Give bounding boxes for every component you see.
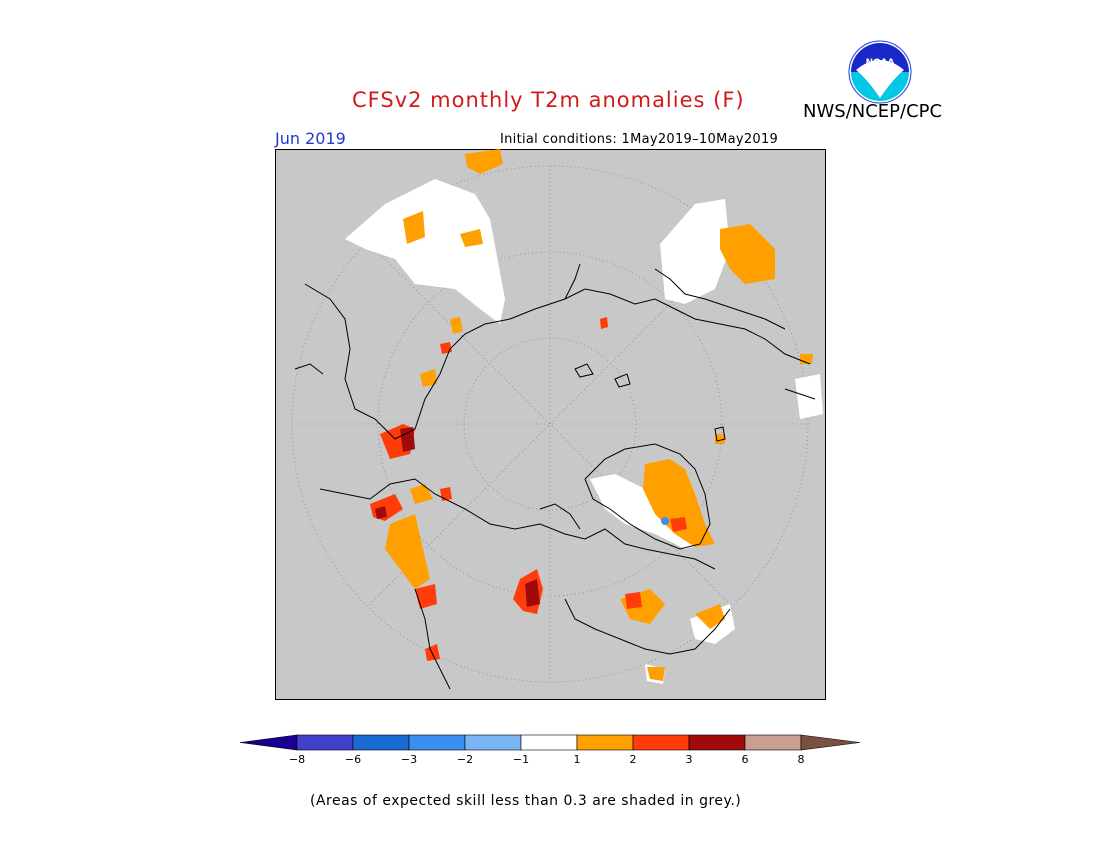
- colorbar-tick-label: 8: [798, 753, 805, 766]
- coastlines: [294, 263, 816, 690]
- colorbar-box: [352, 734, 410, 751]
- noaa-logo-icon: NOAA: [848, 40, 912, 104]
- colorbar-box: [576, 734, 634, 751]
- colorbar-boxes: [240, 734, 860, 751]
- colorbar-arrow-low: [240, 734, 298, 751]
- colorbar-labels: −8 −6 −3 −2 −1 1 2 3 6 8: [289, 753, 805, 766]
- chart-title: CFSv2 monthly T2m anomalies (F): [352, 88, 745, 112]
- colorbar-tick-label: 2: [630, 753, 637, 766]
- warm-anomaly-1-regions: [385, 149, 813, 681]
- colorbar-arrow-high: [800, 734, 860, 751]
- colorbar-tick-label: −3: [401, 753, 417, 766]
- logo-text: NOAA: [866, 58, 895, 68]
- polar-map: [275, 149, 826, 700]
- colorbar-box: [688, 734, 746, 751]
- colorbar-tick-label: 1: [574, 753, 581, 766]
- colorbar-tick-label: −1: [513, 753, 529, 766]
- colorbar-tick-label: −6: [345, 753, 361, 766]
- skill-footnote: (Areas of expected skill less than 0.3 a…: [310, 793, 742, 809]
- colorbar-tick-label: −8: [289, 753, 305, 766]
- colorbar-tick-label: 3: [686, 753, 693, 766]
- forecast-month: Jun 2019: [275, 129, 346, 148]
- agency-label: NWS/NCEP/CPC: [803, 101, 943, 122]
- colorbar-tick-label: 6: [742, 753, 749, 766]
- colorbar-legend: −8 −6 −3 −2 −1 1 2 3 6 8: [240, 734, 860, 766]
- warm-anomaly-3-regions: [375, 427, 540, 607]
- colorbar-box: [464, 734, 522, 751]
- colorbar-tick-label: −2: [457, 753, 473, 766]
- colorbar-box: [520, 734, 578, 751]
- colorbar-box: [408, 734, 466, 751]
- colorbar-box: [296, 734, 354, 751]
- colorbar-box: [744, 734, 802, 751]
- initial-conditions: Initial conditions: 1May2019–10May2019: [500, 132, 779, 147]
- colorbar-box: [632, 734, 690, 751]
- cool-anomaly-dot: [661, 517, 669, 525]
